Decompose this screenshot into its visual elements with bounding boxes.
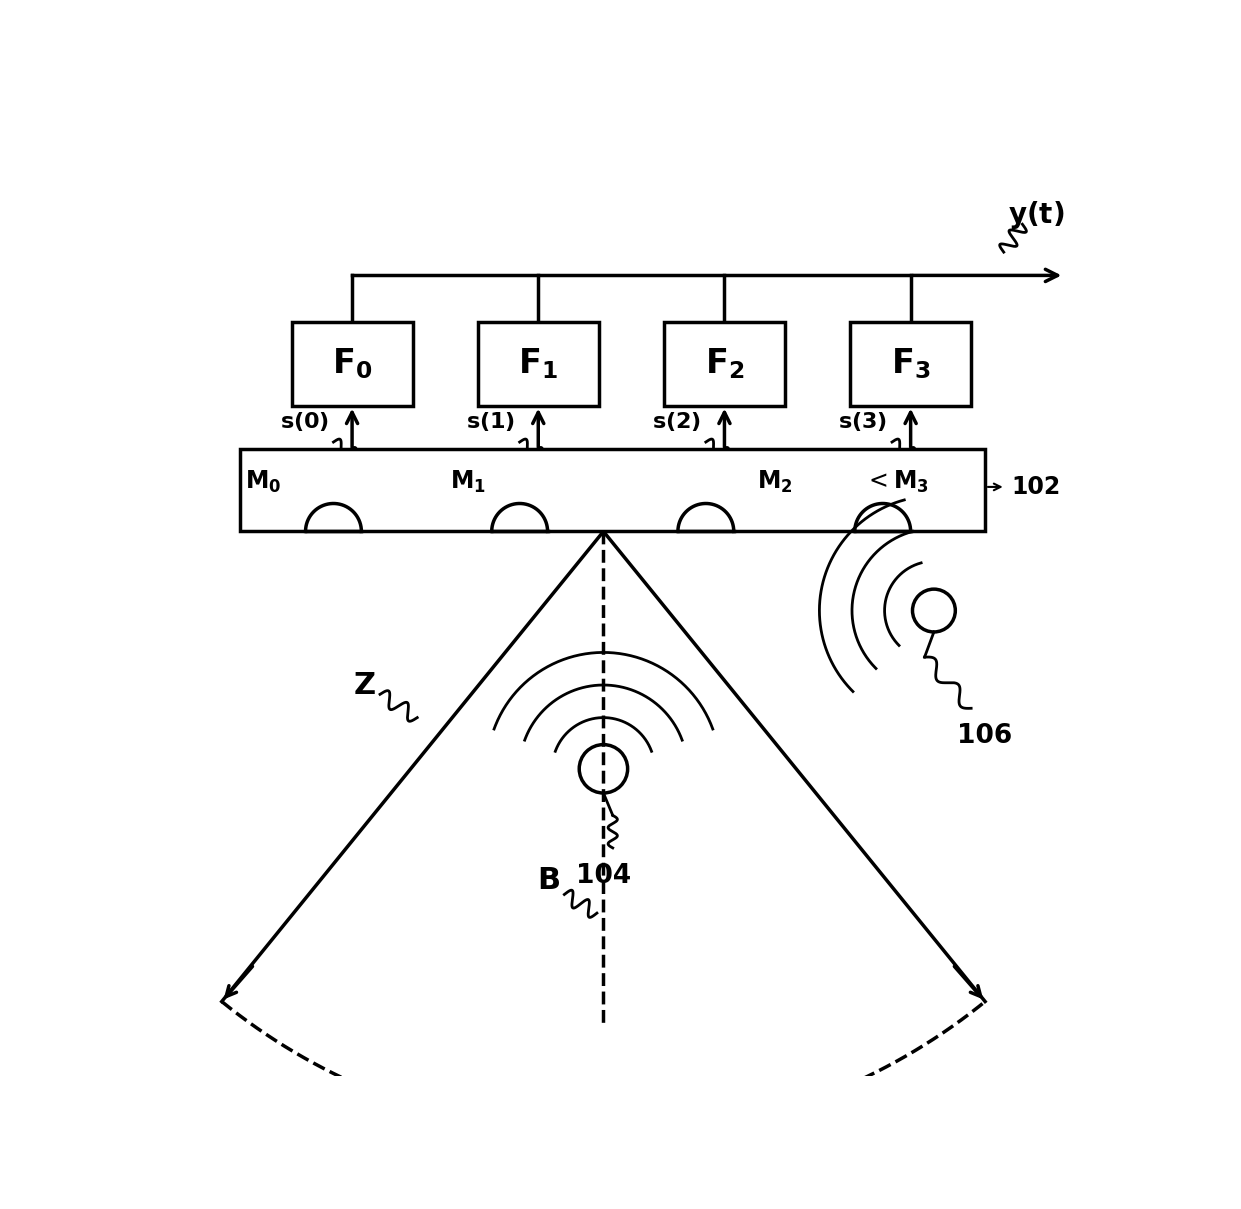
Text: $\mathbf{B}$: $\mathbf{B}$ <box>536 866 560 895</box>
FancyBboxPatch shape <box>478 322 598 406</box>
Text: $\mathbf{F_1}$: $\mathbf{F_1}$ <box>519 347 558 381</box>
Text: 104: 104 <box>576 863 630 889</box>
Text: $\mathbf{M_1}$: $\mathbf{M_1}$ <box>449 469 485 496</box>
FancyBboxPatch shape <box>241 450 985 532</box>
FancyBboxPatch shape <box>292 322 412 406</box>
Text: $\mathbf{F_2}$: $\mathbf{F_2}$ <box>705 347 745 381</box>
Text: $\mathbf{F_3}$: $\mathbf{F_3}$ <box>891 347 931 381</box>
Text: $\mathbf{M_2}$: $\mathbf{M_2}$ <box>757 469 793 496</box>
Text: $\mathbf{s(3)}$: $\mathbf{s(3)}$ <box>838 410 887 433</box>
Text: $\mathbf{s(2)}$: $\mathbf{s(2)}$ <box>652 410 701 433</box>
Text: $\mathbf{y(t)}$: $\mathbf{y(t)}$ <box>1009 199 1065 231</box>
Text: $\mathbf{M_0}$: $\mathbf{M_0}$ <box>244 469 282 496</box>
Text: $\mathbf{Z}$: $\mathbf{Z}$ <box>352 671 375 700</box>
Text: $\mathbf{s(0)}$: $\mathbf{s(0)}$ <box>279 410 329 433</box>
FancyBboxPatch shape <box>850 322 972 406</box>
Text: 106: 106 <box>958 723 1013 750</box>
Text: $\mathbf{s(1)}$: $\mathbf{s(1)}$ <box>465 410 515 433</box>
Text: 102: 102 <box>1011 475 1060 499</box>
FancyBboxPatch shape <box>664 322 786 406</box>
Text: $\mathbf{F_0}$: $\mathbf{F_0}$ <box>331 347 372 381</box>
Text: $<\mathbf{M_3}$: $<\mathbf{M_3}$ <box>864 469 930 496</box>
